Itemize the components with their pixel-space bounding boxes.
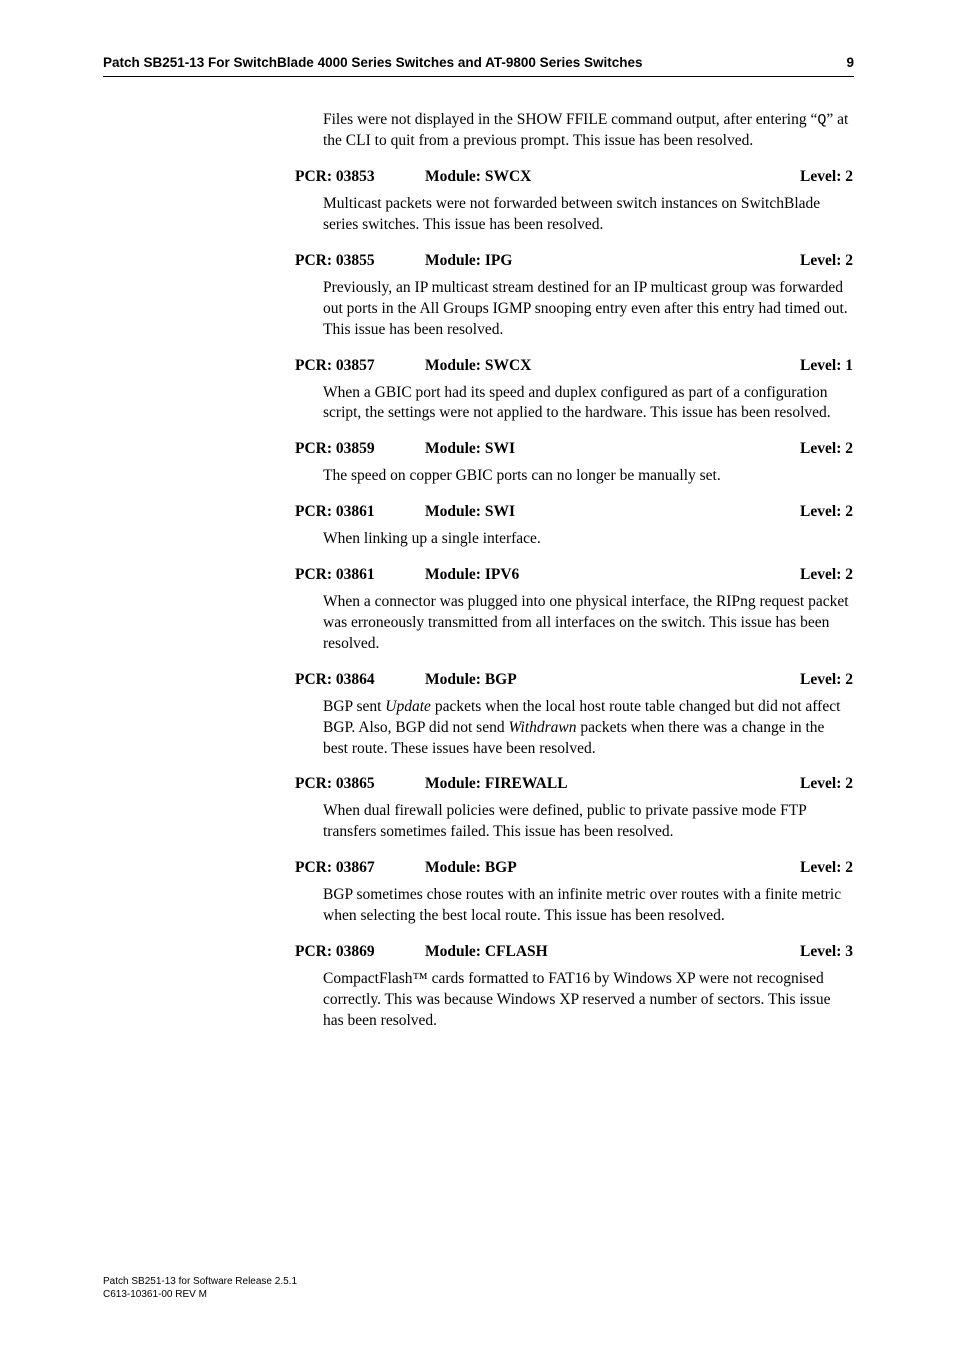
main-content: Files were not displayed in the SHOW FFI…	[295, 110, 853, 1046]
pcr-level: Level: 3	[800, 942, 853, 963]
pcr-level: Level: 2	[800, 774, 853, 795]
pcr-body: BGP sometimes chose routes with an infin…	[323, 885, 853, 927]
footer-line-1: Patch SB251-13 for Software Release 2.5.…	[103, 1275, 297, 1288]
pcr-module: Module: IPG	[425, 251, 800, 272]
pcr-body: When dual firewall policies were defined…	[323, 801, 853, 843]
pcr-module: Module: FIREWALL	[425, 774, 800, 795]
pcr-body: When a GBIC port had its speed and duple…	[323, 383, 853, 425]
pcr-level: Level: 2	[800, 670, 853, 691]
pcr-module: Module: SWCX	[425, 167, 800, 188]
pcr-header-line: PCR: 03857Module: SWCXLevel: 1	[295, 356, 853, 377]
pcr-level: Level: 2	[800, 251, 853, 272]
pcr-module: Module: IPV6	[425, 565, 800, 586]
pcr-header-line: PCR: 03855Module: IPGLevel: 2	[295, 251, 853, 272]
pcr-body: Multicast packets were not forwarded bet…	[323, 194, 853, 236]
pcr-body: The speed on copper GBIC ports can no lo…	[323, 466, 853, 487]
pcr-module: Module: SWI	[425, 439, 800, 460]
pcr-number: PCR: 03855	[295, 251, 425, 272]
pcr-header-line: PCR: 03864Module: BGPLevel: 2	[295, 670, 853, 691]
pcr-module: Module: CFLASH	[425, 942, 800, 963]
pcr-header-line: PCR: 03865Module: FIREWALLLevel: 2	[295, 774, 853, 795]
pcr-module: Module: SWI	[425, 502, 800, 523]
pcr-body: When a connector was plugged into one ph…	[323, 592, 853, 655]
pcr-header-line: PCR: 03861Module: SWILevel: 2	[295, 502, 853, 523]
pcr-header-line: PCR: 03853Module: SWCXLevel: 2	[295, 167, 853, 188]
pcr-header-line: PCR: 03859Module: SWILevel: 2	[295, 439, 853, 460]
pcr-body: When linking up a single interface.	[323, 529, 853, 550]
pcr-number: PCR: 03864	[295, 670, 425, 691]
page-header: Patch SB251-13 For SwitchBlade 4000 Seri…	[103, 54, 854, 77]
pcr-header-line: PCR: 03867Module: BGPLevel: 2	[295, 858, 853, 879]
pcr-number: PCR: 03861	[295, 502, 425, 523]
pcr-module: Module: BGP	[425, 858, 800, 879]
pcr-header-line: PCR: 03869Module: CFLASHLevel: 3	[295, 942, 853, 963]
pcr-level: Level: 2	[800, 565, 853, 586]
pcr-level: Level: 2	[800, 858, 853, 879]
entries-list: PCR: 03853Module: SWCXLevel: 2Multicast …	[295, 167, 853, 1032]
pcr-number: PCR: 03869	[295, 942, 425, 963]
pcr-number: PCR: 03853	[295, 167, 425, 188]
pcr-number: PCR: 03857	[295, 356, 425, 377]
pcr-number: PCR: 03865	[295, 774, 425, 795]
pcr-level: Level: 2	[800, 439, 853, 460]
page-footer: Patch SB251-13 for Software Release 2.5.…	[103, 1275, 297, 1301]
pcr-module: Module: SWCX	[425, 356, 800, 377]
footer-line-2: C613-10361-00 REV M	[103, 1288, 297, 1301]
pcr-body: Previously, an IP multicast stream desti…	[323, 278, 853, 341]
pcr-number: PCR: 03859	[295, 439, 425, 460]
pcr-level: Level: 2	[800, 167, 853, 188]
pcr-number: PCR: 03867	[295, 858, 425, 879]
pcr-module: Module: BGP	[425, 670, 800, 691]
pcr-level: Level: 2	[800, 502, 853, 523]
header-page-number: 9	[846, 54, 854, 72]
pcr-header-line: PCR: 03861Module: IPV6Level: 2	[295, 565, 853, 586]
pcr-body: BGP sent Update packets when the local h…	[323, 697, 853, 760]
pcr-number: PCR: 03861	[295, 565, 425, 586]
pcr-body: CompactFlash™ cards formatted to FAT16 b…	[323, 969, 853, 1032]
pcr-level: Level: 1	[800, 356, 853, 377]
intro-paragraph: Files were not displayed in the SHOW FFI…	[323, 110, 853, 152]
cli-quit-char: Q	[817, 112, 826, 129]
header-title: Patch SB251-13 For SwitchBlade 4000 Seri…	[103, 54, 643, 72]
